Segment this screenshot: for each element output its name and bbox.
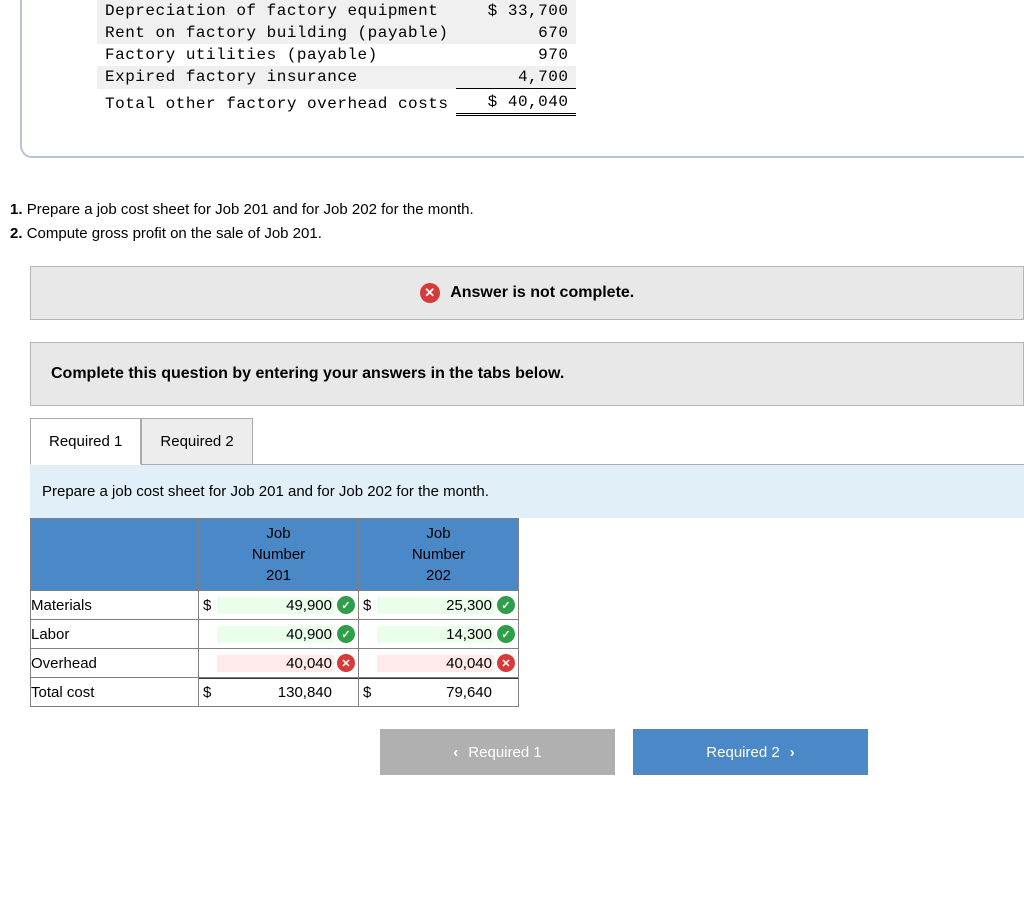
overhead-row-amount: 970 [456,44,576,66]
banner-text: Answer is not complete. [450,284,634,301]
table-row: Overhead 40,040 ✕ 40,040 ✕ [31,649,519,678]
prev-button[interactable]: ‹ Required 1 [380,729,615,775]
amount-cell: $79,640 [359,678,519,707]
overhead-row-label: Expired factory insurance [97,66,456,89]
amount-value: 40,040 [217,655,334,672]
overhead-total-label: Total other factory overhead costs [97,89,456,115]
amount-value: 49,900 [217,597,334,614]
overhead-row-amount: 670 [456,22,576,44]
cross-icon: ✕ [497,654,515,672]
check-icon: ✓ [337,625,355,643]
amount-cell[interactable]: 14,300 ✓ [359,620,519,649]
next-button-label: Required 2 [706,744,779,761]
row-label: Labor [31,620,199,649]
chevron-left-icon: ‹ [453,744,458,761]
col-header-job-201: JobNumber201 [199,519,359,591]
amount-value: 25,300 [377,597,494,614]
overhead-row-amount: 4,700 [456,66,576,89]
tabs: Required 1 Required 2 [30,418,1024,465]
chevron-right-icon: › [790,744,795,761]
amount-cell[interactable]: 40,900 ✓ [199,620,359,649]
job-cost-table: JobNumber201 JobNumber202 Materials $ 49… [30,518,519,707]
cross-icon: ✕ [337,654,355,672]
cross-icon: ✕ [420,283,440,303]
amount-cell[interactable]: $ 25,300 ✓ [359,591,519,620]
overhead-row-label: Factory utilities (payable) [97,44,456,66]
prev-button-label: Required 1 [468,744,541,761]
instruction-number-1: 1. [10,201,23,218]
overhead-row-amount: $ 33,700 [456,0,576,22]
overhead-row-label: Rent on factory building (payable) [97,22,456,44]
answer-status-banner: ✕ Answer is not complete. [30,266,1024,320]
instruction-text-1: Prepare a job cost sheet for Job 201 and… [27,201,474,218]
tabs-instruction-banner: Complete this question by entering your … [30,342,1024,406]
overhead-costs-panel: Depreciation of factory equipment$ 33,70… [20,0,1024,158]
total-row: Total cost$130,840$79,640 [31,678,519,707]
currency-symbol: $ [199,597,217,614]
table-corner [31,519,199,591]
amount-cell[interactable]: 40,040 ✕ [199,649,359,678]
next-button[interactable]: Required 2 › [633,729,868,775]
amount-cell: $130,840 [199,678,359,707]
row-label: Materials [31,591,199,620]
instruction-text-2: Compute gross profit on the sale of Job … [27,225,322,242]
currency-symbol: $ [359,597,377,614]
tab-required-2[interactable]: Required 2 [141,418,252,465]
amount-value: 14,300 [377,626,494,643]
table-row: Materials $ 49,900 ✓ $ 25,300 ✓ [31,591,519,620]
row-label: Total cost [31,678,199,707]
amount-value: 40,900 [217,626,334,643]
tab-required-1[interactable]: Required 1 [30,418,141,465]
amount-cell[interactable]: $ 49,900 ✓ [199,591,359,620]
check-icon: ✓ [497,596,515,614]
col-header-job-202: JobNumber202 [359,519,519,591]
row-label: Overhead [31,649,199,678]
instruction-number-2: 2. [10,225,23,242]
overhead-total-amount: $ 40,040 [456,89,576,115]
check-icon: ✓ [337,596,355,614]
table-row: Labor 40,900 ✓ 14,300 ✓ [31,620,519,649]
nav-buttons: ‹ Required 1 Required 2 › [380,729,1024,775]
amount-value: 40,040 [377,655,494,672]
overhead-row-label: Depreciation of factory equipment [97,0,456,22]
tab-prompt: Prepare a job cost sheet for Job 201 and… [30,464,1024,518]
question-instructions: 1. Prepare a job cost sheet for Job 201 … [0,158,1024,266]
amount-cell[interactable]: 40,040 ✕ [359,649,519,678]
check-icon: ✓ [497,625,515,643]
overhead-table: Depreciation of factory equipment$ 33,70… [97,0,576,116]
